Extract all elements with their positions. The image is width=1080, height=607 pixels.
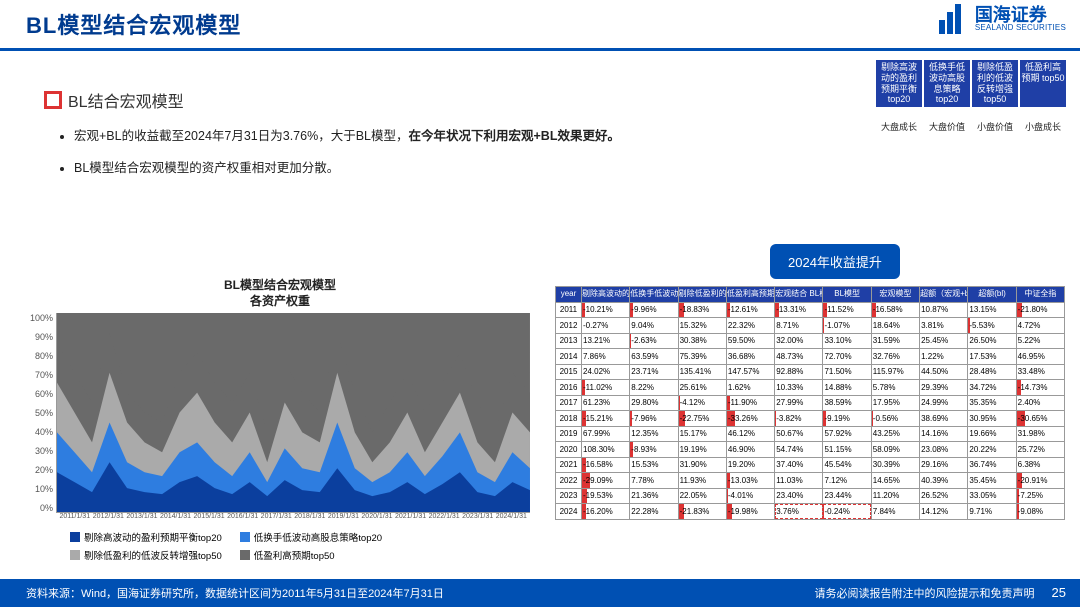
logo-cn: 国海证券: [975, 6, 1066, 24]
header-box-3: 低盈利高预期 top50: [1020, 60, 1066, 107]
col-3: 剔除低盈利的低波反转增强 top50: [678, 287, 726, 303]
section: BL结合宏观模型 宏观+BL的收益截至2024年7月31日为3.76%，大于BL…: [44, 88, 620, 190]
logo-en: SEALAND SECURITIES: [975, 24, 1066, 32]
footer: 资料来源：Wind，国海证券研究所，数据统计区间为2011年5月31日至2024…: [0, 579, 1080, 607]
style-label-2: 小盘价值: [972, 120, 1018, 133]
page-number: 25: [1052, 585, 1066, 600]
table-row: 2023-19.53%21.36%22.05%-4.01%23.40%23.44…: [556, 488, 1065, 504]
table-row: 2012-0.27%9.04%15.32%22.32%8.71%-1.07%18…: [556, 318, 1065, 334]
returns-table: year剔除高波动的盈利预期平衡 top20低换手低波动高股息策略 top20剔…: [555, 286, 1065, 520]
title-bar: BL模型结合宏观模型: [0, 0, 1080, 48]
chart-yaxis: 100%90%80%70%60%50%40%30%20%10%0%: [30, 313, 56, 513]
title-underline: [0, 48, 1080, 51]
slide-title: BL模型结合宏观模型: [26, 8, 241, 40]
table-row: 201524.02%23.71%135.41%147.57%92.88%71.5…: [556, 364, 1065, 380]
col-10: 中证全指: [1016, 287, 1064, 303]
table-row: 2011-10.21%-9.96%-18.83%-12.61%-13.31%-1…: [556, 302, 1065, 318]
table-row: 2020108.30%-8.93%19.19%46.90%54.74%51.15…: [556, 442, 1065, 458]
style-label-3: 小盘成长: [1020, 120, 1066, 133]
table-row: 201967.99%12.35%15.17%46.12%50.67%57.92%…: [556, 426, 1065, 442]
header-style-labels: 大盘成长大盘价值小盘价值小盘成长: [876, 120, 1066, 133]
col-6: BL模型: [823, 287, 871, 303]
col-4: 低盈利高预期 top50: [726, 287, 774, 303]
bullet-1: 宏观+BL的收益截至2024年7月31日为3.76%，大于BL模型，在今年状况下…: [74, 126, 620, 146]
col-1: 剔除高波动的盈利预期平衡 top20: [582, 287, 630, 303]
section-title: BL结合宏观模型: [44, 88, 620, 112]
table-row: 20147.86%63.59%75.39%36.68%48.73%72.70%3…: [556, 349, 1065, 365]
bullet-2: BL模型结合宏观模型的资产权重相对更加分散。: [74, 158, 620, 178]
col-0: year: [556, 287, 582, 303]
col-8: 超额（宏观+bl）: [920, 287, 968, 303]
legend-item-1: 低换手低波动高股息策略top20: [240, 530, 382, 544]
style-label-0: 大盘成长: [876, 120, 922, 133]
logo-icon: [939, 4, 969, 34]
table-row: 2022-29.09%7.78%11.93%-13.03%11.03%7.12%…: [556, 473, 1065, 489]
chart-title-1: BL模型结合宏观模型: [30, 278, 530, 294]
table-row: 2021-16.58%15.53%31.90%19.20%37.40%45.54…: [556, 457, 1065, 473]
chart-xaxis: 2011/1/312012/1/312013/1/312014/1/312015…: [60, 513, 530, 520]
col-7: 宏观模型: [871, 287, 919, 303]
legend-item-0: 剔除高波动的盈利预期平衡top20: [70, 530, 222, 544]
header-box-0: 剔除高波动的盈利预期平衡 top20: [876, 60, 922, 107]
bullet-list: 宏观+BL的收益截至2024年7月31日为3.76%，大于BL模型，在今年状况下…: [74, 126, 620, 178]
table-row: 201313.21%-2.63%30.38%59.50%32.00%33.10%…: [556, 333, 1065, 349]
table-row: 2024-16.20%22.28%-21.83%-19.98%3.76%-0.2…: [556, 504, 1065, 520]
chart-title-2: 各资产权重: [30, 294, 530, 310]
highlight-badge: 2024年收益提升: [770, 244, 900, 279]
table-row: 2016-11.02%8.22%25.61%1.62%10.33%14.88%5…: [556, 380, 1065, 396]
footer-disclaimer: 请务必阅读报告附注中的风险提示和免责声明: [814, 588, 1034, 600]
legend-item-2: 剔除低盈利的低波反转增强top50: [70, 548, 222, 562]
header-box-1: 低换手低波动高股息策略 top20: [924, 60, 970, 107]
style-label-1: 大盘价值: [924, 120, 970, 133]
table-row: 201761.23%29.80%-4.12%-11.90%27.99%38.59…: [556, 395, 1065, 411]
asset-weight-chart: BL模型结合宏观模型 各资产权重 100%90%80%70%60%50%40%3…: [30, 278, 530, 562]
col-9: 超额(bl): [968, 287, 1016, 303]
brand-logo: 国海证券 SEALAND SECURITIES: [939, 4, 1066, 34]
slide-root: BL模型结合宏观模型 国海证券 SEALAND SECURITIES 剔除高波动…: [0, 0, 1080, 607]
chart-area: [56, 313, 530, 513]
table-row: 2018-15.21%-7.96%-22.75%-33.26%-3.82%-9.…: [556, 411, 1065, 427]
col-5: 宏观结合 BL模型: [775, 287, 823, 303]
chart-legend: 剔除高波动的盈利预期平衡top20 低换手低波动高股息策略top20 剔除低盈利的低…: [70, 530, 530, 562]
footer-source: 资料来源：Wind，国海证券研究所，数据统计区间为2011年5月31日至2024…: [26, 585, 444, 601]
header-box-2: 剔除低盈利的低波反转增强 top50: [972, 60, 1018, 107]
col-2: 低换手低波动高股息策略 top20: [630, 287, 678, 303]
legend-item-3: 低盈利高预期top50: [240, 548, 335, 562]
header-strategy-boxes: 剔除高波动的盈利预期平衡 top20低换手低波动高股息策略 top20剔除低盈利…: [876, 60, 1066, 107]
